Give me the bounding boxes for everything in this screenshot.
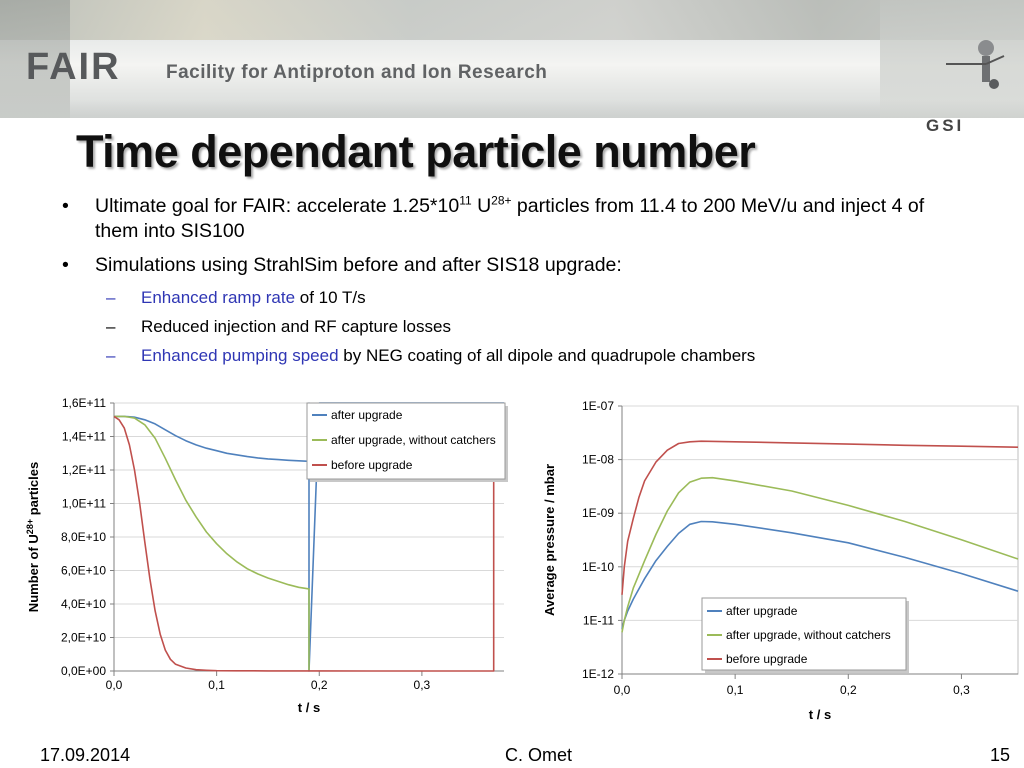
x-tick-label: 0,2 <box>840 683 857 697</box>
banner-photo-top <box>0 0 1024 40</box>
legend-box <box>701 597 907 671</box>
y-tick-label: 1E-08 <box>582 453 614 467</box>
series-line <box>621 440 1019 595</box>
series-line <box>621 520 1019 629</box>
legend-label: before upgrade <box>331 458 413 472</box>
footer-author: C. Omet <box>505 745 573 765</box>
series-line <box>113 403 495 672</box>
sub-bullet-item: – Reduced injection and RF capture losses <box>62 316 962 338</box>
legend-label: after upgrade <box>726 604 798 618</box>
series-line <box>114 415 310 671</box>
footer-date: 17.09.2014 <box>40 745 131 765</box>
bullet-text-part: U <box>471 195 492 217</box>
bullet-text-part: Simulations using StrahlSim before and a… <box>95 254 622 276</box>
sub-bullet-item: – Enhanced pumping speed by NEG coating o… <box>62 345 962 367</box>
bullet-text-part: Ultimate goal for FAIR: accelerate 1.25*… <box>95 195 460 217</box>
y-tick-label: 1,0E+11 <box>62 497 106 511</box>
series-line <box>621 476 1019 633</box>
y-tick-label: 4,0E+10 <box>61 597 106 611</box>
y-tick-label: 1,2E+11 <box>62 463 106 477</box>
sub-bullet-dash-icon: – <box>106 288 116 307</box>
bullet-text-part: of 10 T/s <box>295 288 366 307</box>
bullet-list: • Ultimate goal for FAIR: accelerate 1.25… <box>62 194 962 374</box>
x-tick-label: 0,3 <box>414 678 431 692</box>
bullet-dot-icon: • <box>62 195 69 217</box>
x-axis-title: t / s <box>809 707 831 722</box>
bullet-item: • Simulations using StrahlSim before and … <box>62 253 962 278</box>
x-tick-label: 0,1 <box>208 678 225 692</box>
legend-label: after upgrade, without catchers <box>331 433 496 447</box>
y-tick-label: 8,0E+10 <box>61 530 106 544</box>
fair-logo-subtitle: Facility for Antiproton and Ion Research <box>166 62 548 83</box>
y-axis-title-group: Average pressure / mbar <box>542 464 557 616</box>
sub-bullet-item: – Enhanced ramp rate of 10 T/s <box>62 287 962 309</box>
bullet-text-part: Reduced injection and RF capture losses <box>141 317 451 336</box>
x-tick-label: 0,1 <box>727 683 744 697</box>
x-tick-label: 0,3 <box>953 683 970 697</box>
bullet-item: • Ultimate goal for FAIR: accelerate 1.25… <box>62 194 962 244</box>
slide-title: Time dependant particle number <box>76 126 756 177</box>
sub-bullet-dash-icon: – <box>106 346 116 365</box>
highlighted-text: Enhanced pumping speed <box>141 346 339 365</box>
bullet-text-part: by NEG coating of all dipole and quadrup… <box>338 346 756 365</box>
legend-box <box>306 402 506 480</box>
footer-page-number: 15 <box>990 745 1011 765</box>
banner-stripe <box>0 100 1024 118</box>
bullet-text-part: 28+ <box>491 193 512 208</box>
y-tick-label: 2,0E+10 <box>61 631 106 645</box>
x-tick-label: 0,0 <box>614 683 631 697</box>
y-tick-label: 6,0E+10 <box>61 564 106 578</box>
x-tick-label: 0,0 <box>106 678 123 692</box>
y-tick-label: 1,6E+11 <box>62 396 106 410</box>
banner-photo-right <box>880 0 1024 118</box>
y-tick-label: 1E-09 <box>582 506 614 520</box>
y-tick-label: 1,4E+11 <box>62 430 106 444</box>
y-axis-title: Average pressure / mbar <box>542 464 557 616</box>
x-tick-label: 0,2 <box>311 678 328 692</box>
banner-photo-left <box>0 0 70 118</box>
y-tick-label: 1E-10 <box>582 560 614 574</box>
pressure-chart: 1E-12 1E-11 1E-10 1E-09 1E-08 1E-07 0,0 0,1 0,2 0… <box>542 399 1019 722</box>
y-tick-label: 1E-11 <box>583 613 614 627</box>
legend-label: after upgrade, without catchers <box>726 628 891 642</box>
gsi-logo: GSI <box>926 116 965 135</box>
bullet-text-part: 11 <box>459 193 472 208</box>
legend-label: before upgrade <box>726 652 808 666</box>
legend-label: after upgrade <box>331 408 403 422</box>
sub-bullet-dash-icon: – <box>106 317 116 336</box>
y-tick-label: 1E-12 <box>582 667 614 681</box>
highlighted-text: Enhanced ramp rate <box>141 288 296 307</box>
bullet-text-part: particles from 11.4 to 200 MeV/u and inj… <box>95 195 925 242</box>
bullet-dot-icon: • <box>62 254 69 276</box>
fair-logo: FAIR <box>26 46 121 88</box>
y-tick-label: 0,0E+00 <box>61 664 106 678</box>
y-tick-label: 1E-07 <box>582 399 614 413</box>
header-banner: FAIR Facility for Antiproton and Ion Res… <box>0 0 1024 118</box>
y-axis-title-group: Number of U28+ particles <box>25 462 41 612</box>
particle-number-chart: 0,0E+00 2,0E+10 4,0E+10 6,0E+10 8,0E+10 1,0E+… <box>25 396 508 715</box>
x-axis-title: t / s <box>298 700 320 715</box>
antenna-icon <box>946 40 1005 89</box>
y-axis-title: Number of U28+ particles <box>25 462 41 612</box>
